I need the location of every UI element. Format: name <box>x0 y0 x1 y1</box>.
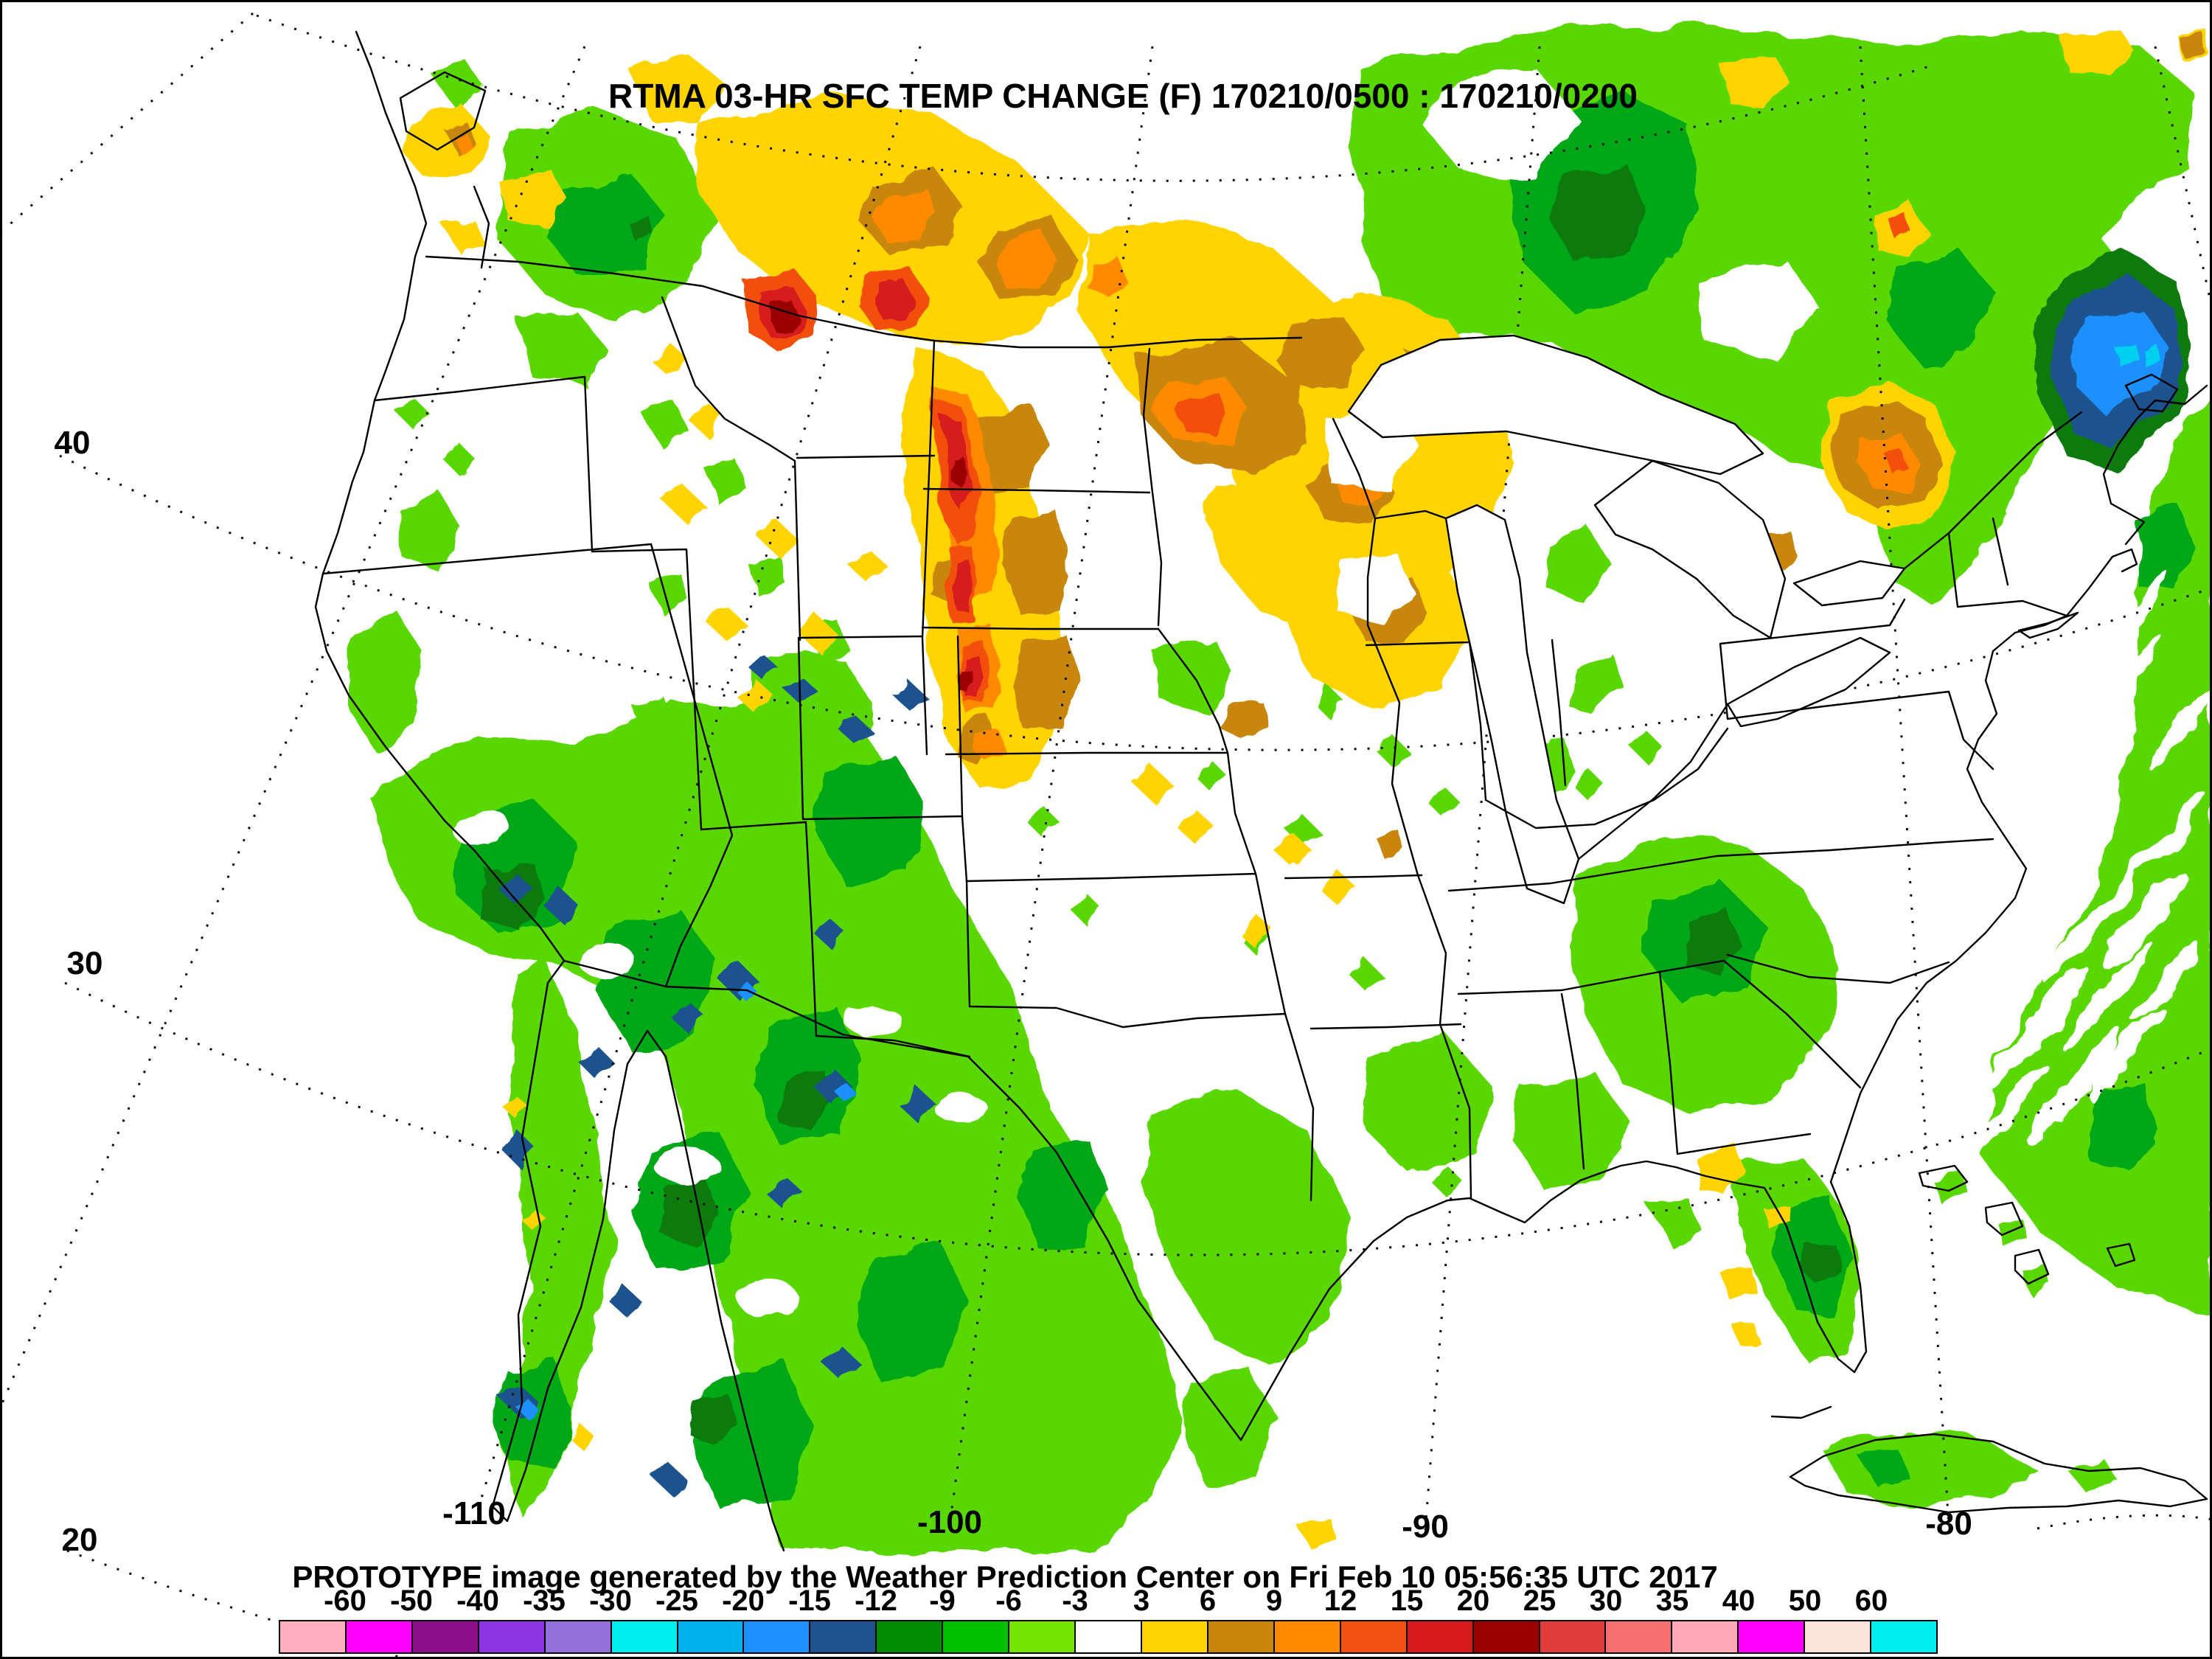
colorbar-tick-label: -30 <box>589 1585 632 1617</box>
colorbar-tick-label: -35 <box>523 1585 566 1617</box>
colorbar-cell <box>1672 1621 1739 1652</box>
meridian-70-line <box>2154 46 2210 304</box>
colorbar-tick-label: 25 <box>1523 1585 1557 1617</box>
lon-label-90: -90 <box>1402 1509 1449 1545</box>
colorbar-cell <box>412 1621 479 1652</box>
footer-text: PROTOTYPE image generated by the Weather… <box>292 1559 1718 1594</box>
colorbar-tick-label: -12 <box>855 1585 897 1617</box>
florida-keys <box>1770 1405 1832 1419</box>
st-lawrence <box>1903 411 2083 570</box>
colorbar <box>279 1620 1938 1654</box>
puget-sound <box>473 185 490 269</box>
colorbar-cell <box>1407 1621 1474 1652</box>
colorbar-cell <box>1009 1621 1077 1652</box>
temp-change-field <box>349 24 2210 1551</box>
cuba <box>1789 1433 2208 1514</box>
colorbar-cell <box>1473 1621 1540 1652</box>
colorbar-tick-label: -3 <box>1062 1585 1088 1617</box>
lat-50-line <box>256 14 1935 182</box>
lat-20-line-east <box>2037 1514 2210 1530</box>
meridian-110-line <box>473 46 922 1523</box>
lake-erie <box>1726 636 1891 728</box>
colorbar-tick-label: 6 <box>1199 1585 1217 1617</box>
colorbar-tick-label: 50 <box>1788 1585 1822 1617</box>
colorbar-cell <box>1606 1621 1673 1652</box>
colorbar-tick-label: 20 <box>1456 1585 1490 1617</box>
meridian-120-line <box>2 46 586 1404</box>
colorbar-cell <box>1208 1621 1275 1652</box>
graticule <box>2 12 2210 1657</box>
colorbar-tick-label: 30 <box>1589 1585 1623 1617</box>
bahamas <box>1918 1164 2136 1285</box>
colorbar-cell <box>1739 1621 1806 1652</box>
colorbar-tick-label: -25 <box>655 1585 698 1617</box>
colorbar-cell <box>280 1621 347 1652</box>
colorbar-tick-label: 60 <box>1854 1585 1888 1617</box>
colorbar-tick-label: 15 <box>1390 1585 1424 1617</box>
lat-label-20: 20 <box>62 1522 98 1558</box>
page-title: RTMA 03-HR SFC TEMP CHANGE (F) 170210/05… <box>608 77 1638 115</box>
long-island <box>2017 611 2079 639</box>
us-mexico-border <box>563 959 1242 1441</box>
colorbar-tick-label: -6 <box>995 1585 1022 1617</box>
colorbar-tick-label: -60 <box>324 1585 366 1617</box>
meridian-130-line <box>2 12 254 232</box>
colorbar-cell <box>810 1621 877 1652</box>
colorbar-cell <box>545 1621 612 1652</box>
colorbar-cell <box>1274 1621 1341 1652</box>
meridian-90-line <box>1424 46 1541 1531</box>
new-england-coast <box>2102 384 2208 546</box>
lake-superior <box>1347 334 1764 476</box>
gulf-and-atlantic-coast <box>1239 548 2138 1441</box>
colorbar-cell <box>877 1621 944 1652</box>
lat-label-30: 30 <box>67 945 103 981</box>
us-canada-border <box>425 255 1303 349</box>
colorbar-cell <box>1805 1621 1872 1652</box>
colorbar-cell <box>611 1621 678 1652</box>
colorbar-tick-label: 40 <box>1722 1585 1756 1617</box>
colorbar-tick-label: 9 <box>1265 1585 1283 1617</box>
colorbar-cell <box>1141 1621 1208 1652</box>
colorbar-tick-labels: -60 -50 -40 -35 -30 -25 -20 -15 -12 -9 -6 -3 3 6 9 12 15… <box>279 1585 1938 1617</box>
lat-30-line <box>64 981 2210 1256</box>
map-labels: 40 30 20 -110 -100 -90 -80 <box>55 425 1972 1558</box>
nova-scotia <box>2124 373 2179 413</box>
lat-label-40: 40 <box>55 425 91 461</box>
baja-and-gulf-of-california <box>491 959 785 1552</box>
meridian-80-line <box>1859 46 1950 1528</box>
colorbar-tick-label: 3 <box>1133 1585 1150 1617</box>
colorbar-cell <box>744 1621 811 1652</box>
colorbar-tick-label: -50 <box>390 1585 433 1617</box>
colorbar-cell <box>678 1621 745 1652</box>
colorbar-cell <box>1871 1621 1937 1652</box>
lon-label-110: -110 <box>442 1495 506 1531</box>
colorbar-tick-label: -40 <box>456 1585 499 1617</box>
lon-label-100: -100 <box>917 1504 982 1540</box>
colorbar-tick-label: 12 <box>1324 1585 1357 1617</box>
colorbar-cell <box>943 1621 1010 1652</box>
colorbar-cell <box>346 1621 413 1652</box>
pacific-coast <box>314 30 566 962</box>
colorbar-cell <box>1076 1621 1142 1652</box>
colorbar-tick-label: 35 <box>1655 1585 1689 1617</box>
colorbar-tick-label: -9 <box>929 1585 956 1617</box>
lon-label-80: -80 <box>1925 1506 1972 1542</box>
colorbar-cell <box>479 1621 546 1652</box>
lake-ontario <box>1792 560 1906 607</box>
colorbar-cell <box>1540 1621 1607 1652</box>
colorbar-tick-label: -20 <box>722 1585 765 1617</box>
base-map-lines <box>314 30 2208 1552</box>
colorbar-tick-label: -15 <box>788 1585 831 1617</box>
state-borders <box>321 296 2068 1202</box>
colorbar-cell <box>1340 1621 1408 1652</box>
vancouver-island <box>399 71 487 151</box>
lake-huron <box>1593 459 1787 639</box>
